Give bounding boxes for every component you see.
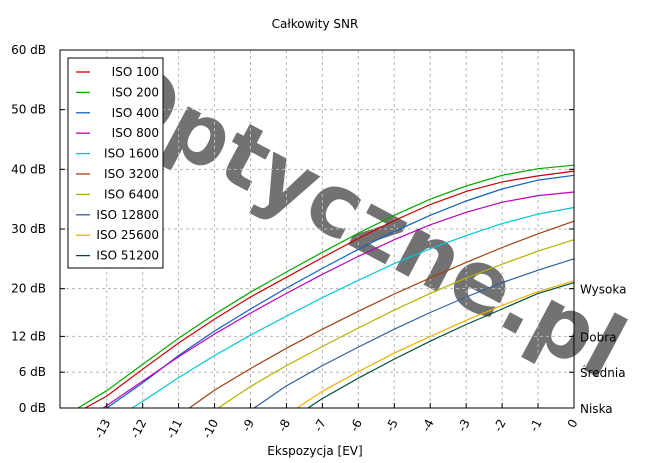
series-line-iso-400 — [106, 174, 575, 409]
legend-entry: ISO 800 — [112, 126, 159, 140]
series-line-iso-51200 — [307, 282, 575, 409]
x-tick-label: -5 — [383, 417, 401, 434]
y-tick-label: 30 dB — [11, 222, 46, 236]
x-tick-label: -9 — [239, 417, 257, 434]
legend-entry: ISO 25600 — [96, 228, 159, 242]
series-line-iso-200 — [77, 164, 575, 409]
y-tick-label: 50 dB — [11, 103, 46, 117]
series-line-iso-25600 — [296, 280, 575, 409]
series-line-iso-6400 — [217, 239, 575, 409]
x-tick-label: -12 — [128, 417, 150, 441]
x-tick-label: -11 — [164, 417, 186, 441]
y-tick-label: 6 dB — [19, 365, 46, 379]
series-line-iso-1600 — [131, 206, 575, 409]
y-tick-label: 20 dB — [11, 282, 46, 296]
legend-entry: ISO 3200 — [104, 167, 159, 181]
series-line-iso-3200 — [189, 220, 575, 409]
y-tick-label: 12 dB — [11, 329, 46, 343]
quality-label: Średnia — [580, 365, 626, 380]
legend-entry: ISO 51200 — [96, 249, 159, 263]
y-tick-label: 60 dB — [11, 43, 46, 57]
x-tick-label: -7 — [311, 417, 329, 434]
legend-entry: ISO 12800 — [96, 208, 159, 222]
x-tick-label: 0 — [565, 417, 581, 430]
x-tick-label: -3 — [455, 417, 473, 434]
legend-entry: ISO 6400 — [104, 187, 159, 201]
legend: ISO 100 ISO 200 ISO 400 ISO 800 ISO 1600 ISO … — [67, 57, 164, 269]
x-tick-label: -1 — [527, 417, 545, 434]
series-layer — [77, 164, 575, 409]
legend-entry: ISO 200 — [112, 85, 159, 99]
quality-label: Dobra — [580, 330, 617, 344]
x-tick-label: -8 — [275, 417, 293, 434]
y-axis-ticks: 0 dB 6 dB 12 dB 20 dB 30 dB 40 dB 50 dB 60 dB — [11, 43, 574, 415]
legend-entry: ISO 400 — [112, 106, 159, 120]
x-axis-label: Ekspozycja [EV] — [267, 444, 362, 458]
series-line-iso-800 — [102, 191, 575, 409]
series-line-iso-12800 — [253, 258, 575, 409]
x-tick-label: -2 — [491, 417, 509, 434]
y-tick-label: 40 dB — [11, 162, 46, 176]
quality-label: Wysoka — [580, 283, 626, 297]
y-tick-label: 0 dB — [19, 401, 46, 415]
x-tick-label: -4 — [419, 417, 437, 434]
quality-label: Niska — [580, 402, 613, 416]
x-tick-label: -13 — [92, 417, 114, 441]
x-tick-label: -10 — [200, 417, 222, 441]
x-tick-label: -6 — [347, 417, 365, 434]
series-line-iso-100 — [84, 170, 575, 409]
quality-labels: Wysoka Dobra Średnia Niska — [580, 283, 626, 416]
x-axis-ticks: -13 -12 -11 -10 -9 -8 -7 -6 -5 -4 -3 -2 -1 0 — [92, 403, 581, 441]
legend-entry: ISO 100 — [112, 65, 159, 79]
chart-title: Całkowity SNR — [272, 17, 359, 31]
legend-entry: ISO 1600 — [104, 147, 159, 161]
